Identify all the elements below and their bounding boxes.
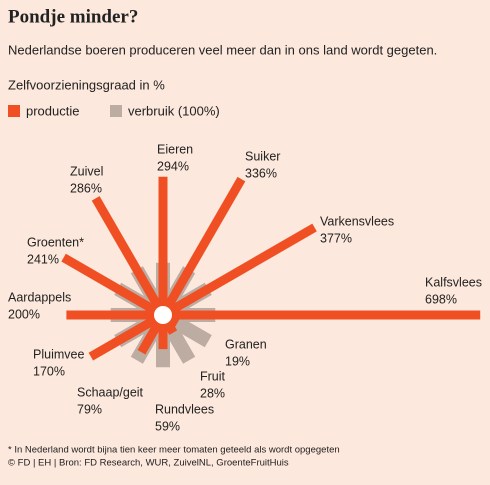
value-label: 294% <box>157 159 189 173</box>
bar <box>88 315 159 361</box>
bar <box>61 253 159 315</box>
bar <box>163 319 178 335</box>
center-hole <box>154 306 172 324</box>
bar <box>167 223 317 315</box>
value-label: 241% <box>27 252 59 266</box>
category-label: Fruit <box>200 369 226 383</box>
value-label: 377% <box>320 231 352 245</box>
category-label: Suiker <box>245 149 280 163</box>
bar <box>163 176 246 311</box>
legend-swatch <box>110 105 122 117</box>
category-label: Groenten* <box>27 235 84 249</box>
legend-swatch <box>8 105 20 117</box>
value-label: 79% <box>77 402 102 416</box>
value-label: 200% <box>8 307 40 321</box>
category-label: Kalfsvlees <box>425 275 482 289</box>
category-label: Eieren <box>157 142 193 156</box>
bar <box>137 319 163 355</box>
category-label: Aardappels <box>8 290 71 304</box>
category-label: Pluimvee <box>33 347 84 361</box>
value-label: 286% <box>70 181 102 195</box>
bar <box>91 196 163 311</box>
value-label: 170% <box>33 364 65 378</box>
legend-label: productie <box>26 103 79 118</box>
legend-label: verbruik (100%) <box>128 103 220 118</box>
value-label: 28% <box>200 386 225 400</box>
value-label: 59% <box>155 419 180 433</box>
category-label: Schaap/geit <box>77 385 144 399</box>
subtitle: Nederlandse boeren produceren veel meer … <box>8 42 437 57</box>
axis-label: Zelfvoorzieningsgraad in % <box>8 77 165 92</box>
category-label: Zuivel <box>70 164 103 178</box>
value-label: 19% <box>225 354 250 368</box>
footnote: * In Nederland wordt bijna tien keer mee… <box>8 445 340 456</box>
value-label: 336% <box>245 166 277 180</box>
category-label: Granen <box>225 337 267 351</box>
bar <box>167 315 180 328</box>
chart-title: Pondje minder? <box>8 6 138 27</box>
category-label: Varkensvlees <box>320 214 394 228</box>
footnote: © FD | EH | Bron: FD Research, WUR, Zuiv… <box>8 458 289 469</box>
category-label: Rundvlees <box>155 402 214 416</box>
value-label: 698% <box>425 292 457 306</box>
